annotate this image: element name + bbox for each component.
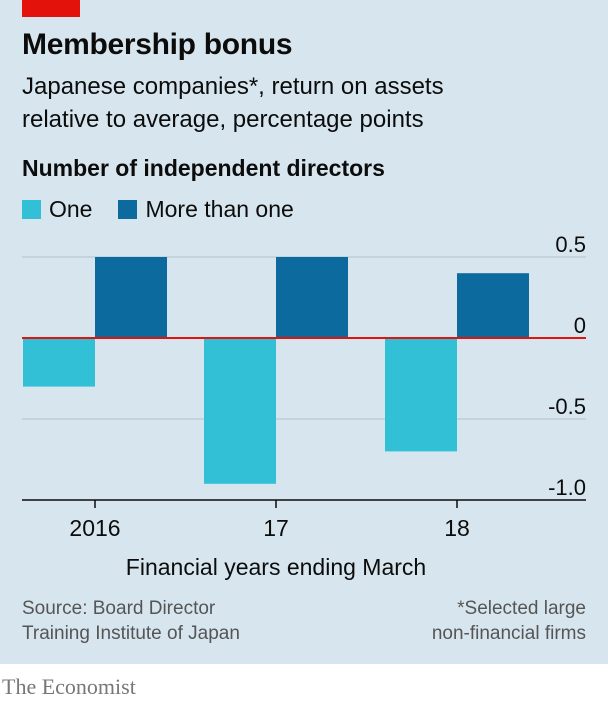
legend-swatch-more-than-one	[118, 200, 138, 219]
legend-swatch-one	[22, 200, 41, 219]
chart-subtitle: Japanese companies*, return on assets re…	[22, 70, 582, 136]
chart-title: Membership bonus	[22, 28, 293, 61]
bar-one-18	[385, 338, 457, 452]
y-tick-label: -1.0	[548, 475, 586, 500]
economist-red-tag	[22, 0, 80, 17]
footnote-line-1: *Selected large	[457, 598, 586, 619]
bar-chart: 0.5 0 -0.5 -1.0 2016 17 18	[22, 232, 586, 541]
x-tick-label: 17	[263, 515, 289, 541]
legend-item-one: One	[22, 196, 92, 223]
bar-more-than-one-2016	[95, 257, 167, 338]
subtitle-line-2: relative to average, percentage points	[22, 106, 424, 133]
x-tick-label: 18	[444, 515, 470, 541]
bar-more-than-one-17	[276, 257, 348, 338]
source-note: Source: Board Director Training Institut…	[22, 596, 240, 646]
x-axis-title: Financial years ending March	[125, 554, 427, 580]
legend: One More than one	[22, 196, 320, 223]
footnote-line-2: non-financial firms	[431, 623, 586, 644]
source-line-2: Training Institute of Japan	[22, 623, 240, 644]
source-line-1: Source: Board Director	[22, 598, 216, 619]
bar-one-2016	[23, 338, 95, 387]
y-tick-label: 0.5	[555, 232, 586, 257]
y-tick-label: -0.5	[548, 394, 586, 419]
legend-title: Number of independent directors	[22, 155, 385, 181]
subtitle-line-1: Japanese companies*, return on assets	[22, 73, 444, 100]
legend-label-one: One	[49, 196, 93, 222]
bar-one-17	[204, 338, 276, 484]
bar-more-than-one-18	[457, 273, 529, 338]
y-tick-label: 0	[574, 313, 586, 338]
legend-label-more-than-one: More than one	[145, 196, 294, 222]
legend-item-more-than-one: More than one	[118, 196, 294, 223]
x-tick-label: 2016	[69, 515, 120, 541]
brand-wordmark: The Economist	[2, 674, 136, 699]
footnote: *Selected large non-financial firms	[432, 596, 586, 646]
